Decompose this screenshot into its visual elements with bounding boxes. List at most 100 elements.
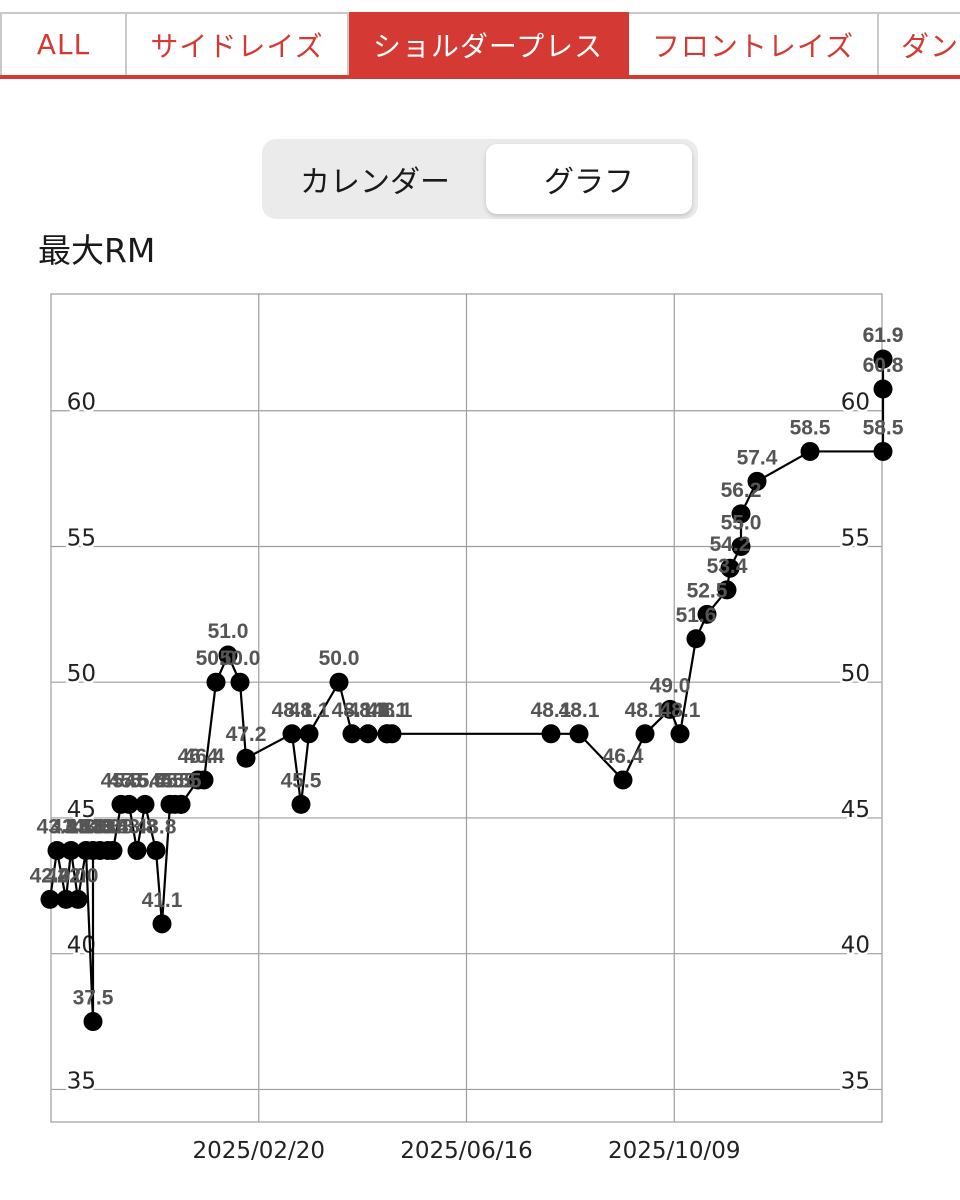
data-label: 43.8 xyxy=(51,816,92,839)
data-label: 48.1 xyxy=(348,699,389,722)
data-point xyxy=(541,724,561,744)
data-label: 48.1 xyxy=(625,699,666,722)
data-label: 54.2 xyxy=(710,533,751,556)
x-tick-label: 2025/10/09 xyxy=(608,1138,741,1164)
data-label: 37.5 xyxy=(73,987,114,1010)
data-point xyxy=(152,914,172,934)
y-tick-label-right: 50 xyxy=(841,661,870,687)
data-label: 48.1 xyxy=(531,699,572,722)
data-point xyxy=(83,1012,103,1032)
data-label: 48.1 xyxy=(332,699,373,722)
data-point xyxy=(236,748,256,768)
data-label: 48.1 xyxy=(559,699,600,722)
data-label: 42.0 xyxy=(46,864,87,887)
data-label: 48.1 xyxy=(272,699,313,722)
data-label: 45.5 xyxy=(101,769,142,792)
data-point xyxy=(127,841,147,861)
data-point xyxy=(358,724,378,744)
data-label: 48.1 xyxy=(367,699,408,722)
view-toggle: カレンダー グラフ xyxy=(262,139,698,219)
data-label: 45.5 xyxy=(281,769,322,792)
data-label: 43.8 xyxy=(136,816,177,839)
y-tick-label-right: 55 xyxy=(841,525,870,551)
data-label: 41.1 xyxy=(142,889,183,912)
y-tick-label-right: 60 xyxy=(841,390,870,416)
y-tick-label-right: 35 xyxy=(841,1068,870,1094)
data-point xyxy=(731,536,751,556)
data-point xyxy=(282,724,302,744)
data-point xyxy=(660,699,680,719)
data-label: 48.1 xyxy=(372,699,413,722)
data-label: 47.2 xyxy=(226,723,267,746)
data-point xyxy=(569,724,589,744)
y-tick-label-right: 45 xyxy=(841,797,870,823)
data-label: 49.0 xyxy=(650,674,691,697)
data-label: 58.5 xyxy=(790,416,831,439)
data-label: 43.8 xyxy=(93,816,134,839)
data-label: 46.4 xyxy=(184,745,225,768)
data-point xyxy=(146,841,166,861)
data-label: 53.4 xyxy=(707,555,748,578)
tab-side-raise[interactable]: サイドレイズ xyxy=(127,12,349,75)
data-point xyxy=(299,724,319,744)
data-label: 45.5 xyxy=(109,769,150,792)
data-label: 42.0 xyxy=(58,864,99,887)
data-label: 43.8 xyxy=(88,816,129,839)
y-tick-label-left: 55 xyxy=(67,525,96,551)
graph-view-button[interactable]: グラフ xyxy=(486,144,692,214)
data-label: 50.0 xyxy=(220,647,261,670)
data-point xyxy=(206,672,226,692)
data-point xyxy=(800,441,820,461)
data-label: 43.8 xyxy=(73,816,114,839)
y-tick-label-left: 35 xyxy=(67,1068,96,1094)
tab-front-raise[interactable]: フロントレイズ xyxy=(629,12,879,75)
data-label: 43.8 xyxy=(66,816,107,839)
data-point xyxy=(194,770,214,790)
data-point xyxy=(717,580,737,600)
data-label: 45.5 xyxy=(155,769,196,792)
calendar-view-button[interactable]: カレンダー xyxy=(300,165,450,200)
data-point xyxy=(613,770,633,790)
data-point xyxy=(230,672,250,692)
data-point xyxy=(670,724,690,744)
data-point xyxy=(342,724,362,744)
tab-shoulder-press[interactable]: ショルダープレス xyxy=(349,12,629,75)
data-label: 43.8 xyxy=(37,816,78,839)
data-point xyxy=(873,379,893,399)
data-point xyxy=(720,558,740,578)
y-tick-label-left: 40 xyxy=(67,933,96,959)
data-point xyxy=(731,504,751,524)
y-tick-label-right: 40 xyxy=(841,933,870,959)
data-point xyxy=(382,724,402,744)
data-point xyxy=(747,471,767,491)
data-label: 60.8 xyxy=(863,354,904,377)
data-label: 50.0 xyxy=(196,647,237,670)
data-label: 48.1 xyxy=(660,699,701,722)
data-label: 46.4 xyxy=(178,745,219,768)
y-tick-label-left: 60 xyxy=(67,390,96,416)
data-label: 61.9 xyxy=(863,324,904,347)
y-tick-label-left: 45 xyxy=(67,797,96,823)
data-label: 46.4 xyxy=(603,745,644,768)
x-tick-label: 2025/06/16 xyxy=(400,1138,533,1164)
data-point xyxy=(329,672,349,692)
x-tick-label: 2025/02/20 xyxy=(192,1138,325,1164)
data-label: 51.6 xyxy=(676,604,717,627)
data-label: 51.0 xyxy=(208,620,249,643)
tab-all[interactable]: ALL xyxy=(0,12,127,75)
data-point xyxy=(119,794,139,814)
data-label: 42.0 xyxy=(30,864,71,887)
data-label: 48.1 xyxy=(289,699,330,722)
data-point xyxy=(40,889,60,909)
data-point xyxy=(697,604,717,624)
data-label: 43.8 xyxy=(117,816,158,839)
chart-title: 最大RM xyxy=(38,231,156,270)
data-label: 48.1 xyxy=(367,699,408,722)
data-label: 45.5 xyxy=(161,769,202,792)
data-label: 45.5 xyxy=(125,769,166,792)
data-point xyxy=(686,629,706,649)
data-point xyxy=(873,349,893,369)
tab-dumbbell[interactable]: ダン xyxy=(879,12,960,75)
data-label: 55.0 xyxy=(721,511,762,534)
